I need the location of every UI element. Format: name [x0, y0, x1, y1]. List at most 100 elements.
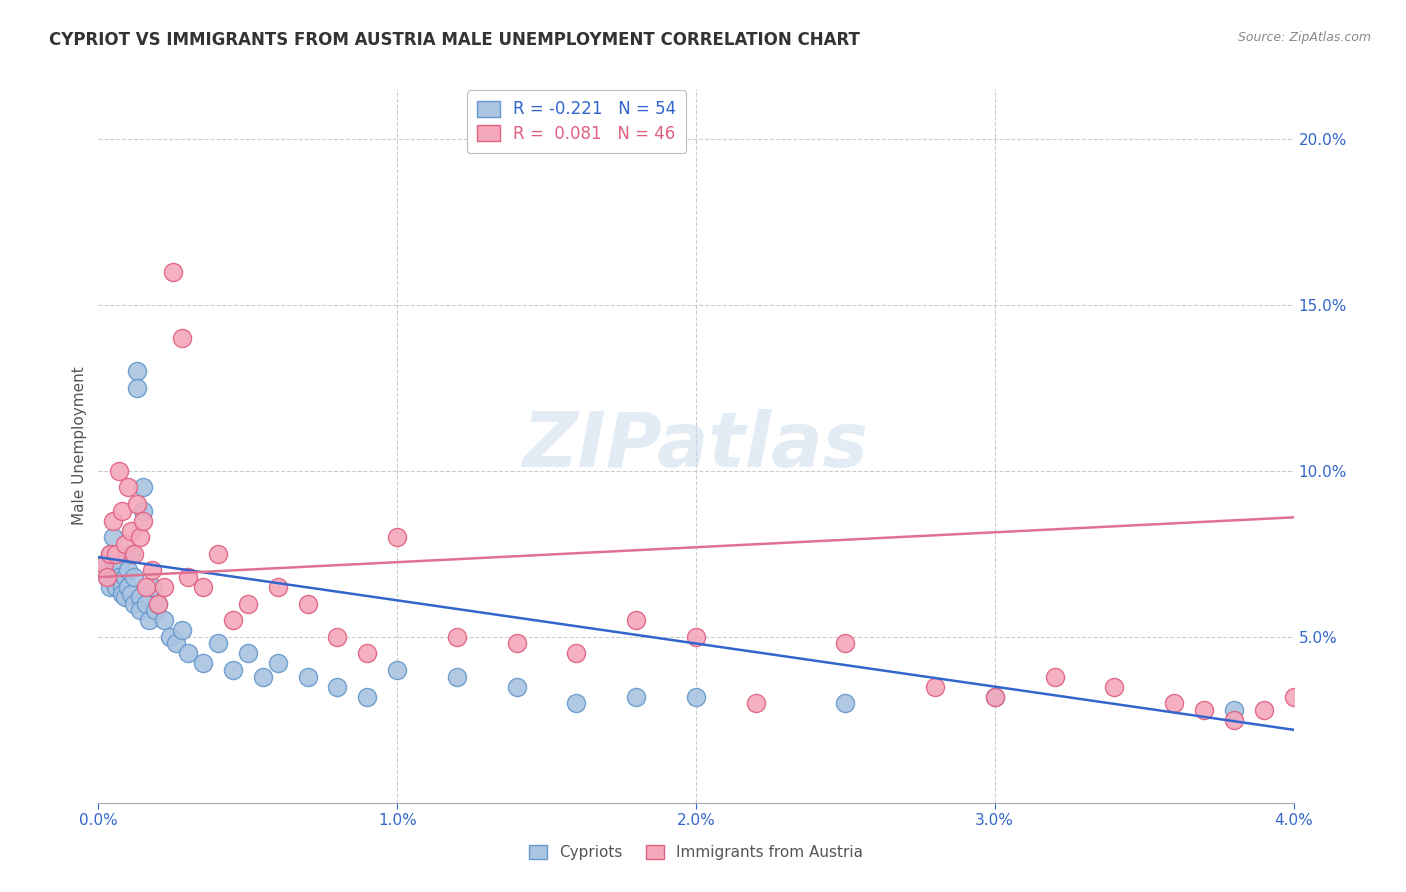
Point	[446, 630, 468, 644]
Point	[117, 564, 139, 578]
Point	[141, 580, 163, 594]
Point	[1043, 670, 1066, 684]
Point	[127, 381, 149, 395]
Point	[326, 680, 349, 694]
Point	[326, 630, 349, 644]
Point	[624, 690, 647, 704]
Point	[267, 580, 290, 594]
Point	[565, 696, 588, 710]
Point	[565, 647, 588, 661]
Point	[267, 657, 290, 671]
Point	[506, 680, 529, 694]
Point	[124, 570, 146, 584]
Point	[356, 647, 378, 661]
Point	[143, 603, 166, 617]
Point	[120, 524, 142, 538]
Point	[111, 587, 134, 601]
Point	[172, 624, 194, 638]
Point	[222, 663, 245, 677]
Point	[111, 504, 134, 518]
Y-axis label: Male Unemployment: Male Unemployment	[72, 367, 87, 525]
Point	[93, 557, 115, 571]
Point	[103, 530, 125, 544]
Point	[207, 636, 229, 650]
Point	[105, 547, 128, 561]
Point	[127, 497, 149, 511]
Point	[148, 597, 170, 611]
Point	[117, 580, 139, 594]
Legend: Cypriots, Immigrants from Austria: Cypriots, Immigrants from Austria	[523, 839, 869, 866]
Point	[108, 464, 131, 478]
Point	[132, 504, 155, 518]
Point	[1253, 703, 1275, 717]
Text: CYPRIOT VS IMMIGRANTS FROM AUSTRIA MALE UNEMPLOYMENT CORRELATION CHART: CYPRIOT VS IMMIGRANTS FROM AUSTRIA MALE …	[49, 31, 860, 49]
Point	[103, 553, 125, 567]
Point	[120, 587, 142, 601]
Point	[132, 481, 155, 495]
Point	[138, 613, 160, 627]
Point	[114, 590, 136, 604]
Point	[153, 613, 176, 627]
Point	[159, 630, 181, 644]
Point	[98, 547, 122, 561]
Point	[385, 663, 409, 677]
Point	[127, 364, 149, 378]
Point	[1192, 703, 1215, 717]
Point	[135, 597, 157, 611]
Point	[129, 590, 152, 604]
Point	[191, 580, 214, 594]
Point	[177, 570, 200, 584]
Point	[96, 570, 118, 584]
Point	[105, 564, 128, 578]
Point	[120, 547, 142, 561]
Point	[108, 557, 131, 571]
Point	[141, 564, 163, 578]
Point	[108, 570, 131, 584]
Point	[297, 597, 319, 611]
Point	[1222, 703, 1246, 717]
Point	[148, 597, 170, 611]
Point	[105, 580, 128, 594]
Point	[132, 514, 155, 528]
Point	[96, 570, 118, 584]
Point	[983, 690, 1005, 704]
Point	[834, 696, 856, 710]
Point	[124, 597, 146, 611]
Point	[924, 680, 946, 694]
Point	[114, 570, 136, 584]
Point	[129, 530, 152, 544]
Point	[111, 580, 134, 594]
Point	[685, 690, 707, 704]
Point	[207, 547, 229, 561]
Point	[1282, 690, 1305, 704]
Point	[172, 331, 194, 345]
Point	[745, 696, 768, 710]
Point	[446, 670, 468, 684]
Point	[385, 530, 409, 544]
Point	[98, 580, 122, 594]
Point	[222, 613, 245, 627]
Point	[252, 670, 274, 684]
Point	[162, 265, 184, 279]
Point	[1222, 713, 1246, 727]
Point	[114, 537, 136, 551]
Point	[129, 603, 152, 617]
Text: Source: ZipAtlas.com: Source: ZipAtlas.com	[1237, 31, 1371, 45]
Point	[93, 557, 115, 571]
Point	[191, 657, 214, 671]
Point	[153, 580, 176, 594]
Point	[1163, 696, 1185, 710]
Point	[983, 690, 1005, 704]
Point	[135, 580, 157, 594]
Point	[506, 636, 529, 650]
Point	[103, 514, 125, 528]
Point	[1102, 680, 1125, 694]
Point	[297, 670, 319, 684]
Point	[685, 630, 707, 644]
Point	[117, 481, 139, 495]
Point	[177, 647, 200, 661]
Point	[165, 636, 187, 650]
Point	[624, 613, 647, 627]
Point	[236, 647, 259, 661]
Point	[236, 597, 259, 611]
